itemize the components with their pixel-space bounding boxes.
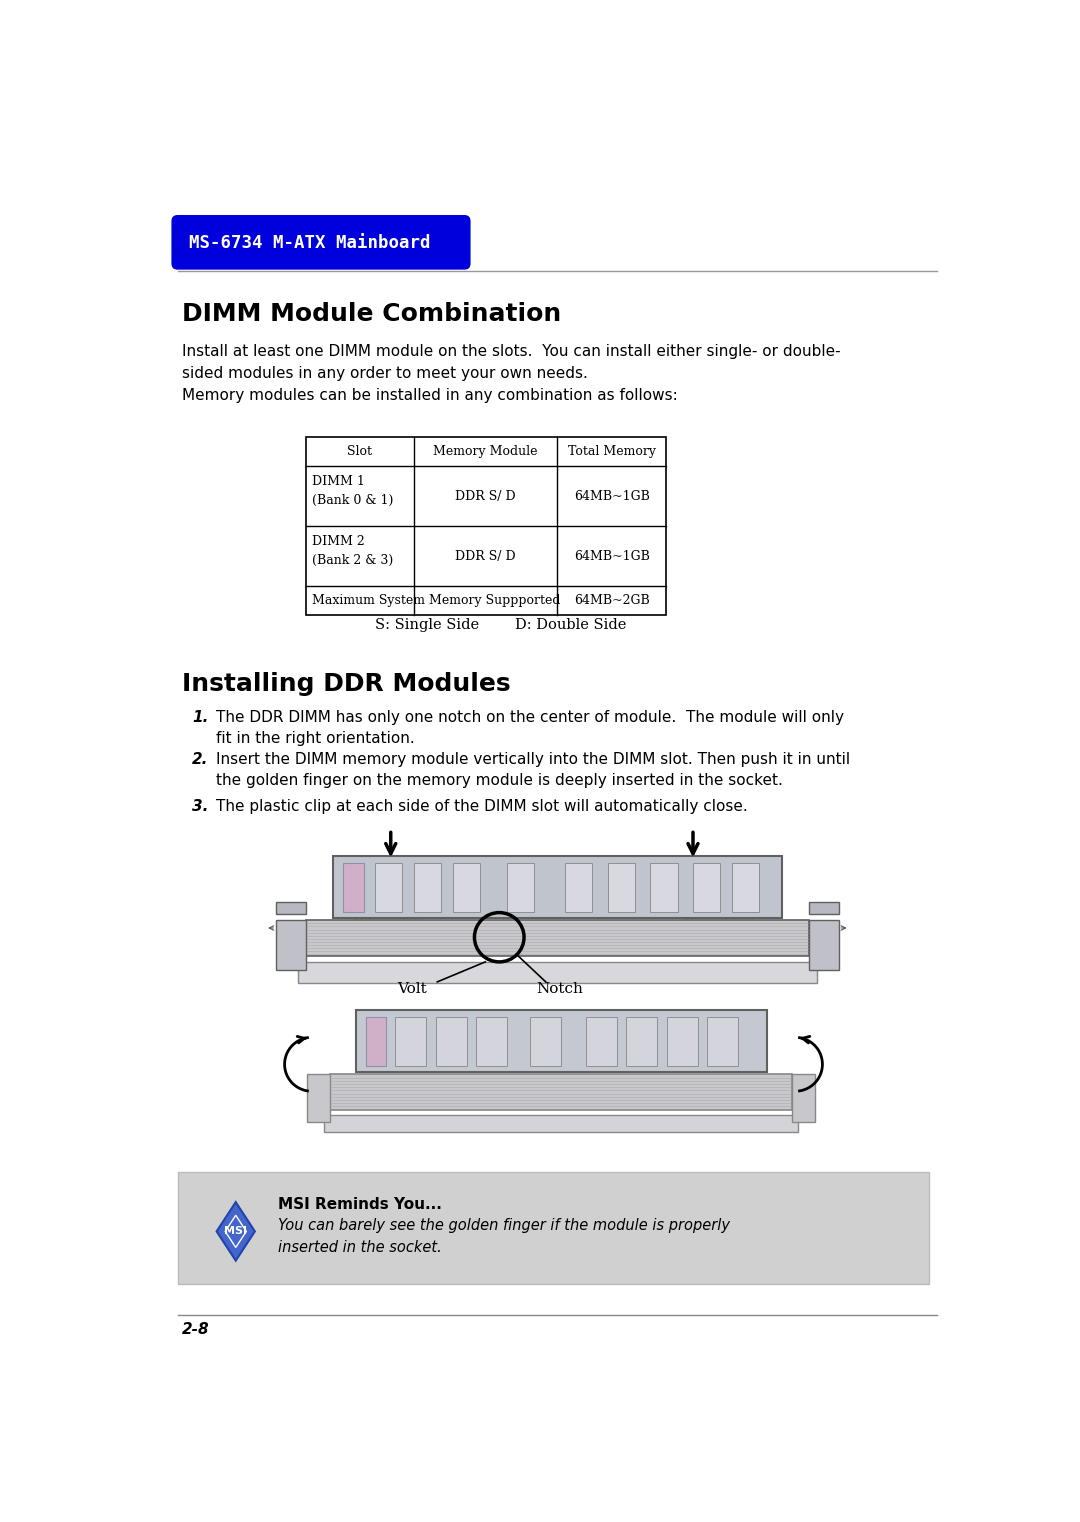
Bar [626,1017,658,1065]
FancyArrowPatch shape [841,925,846,930]
Bar [324,1116,798,1132]
Bar [453,863,480,912]
Bar [342,863,364,912]
Text: 64MB~2GB: 64MB~2GB [573,594,649,607]
Text: Memory Module: Memory Module [433,444,538,458]
Bar [356,1011,767,1071]
Text: 64MB~1GB: 64MB~1GB [573,549,649,563]
Text: Slot: Slot [348,444,373,458]
Text: The plastic clip at each side of the DIMM slot will automatically close.: The plastic clip at each side of the DIM… [216,799,748,814]
Text: Insert the DIMM memory module vertically into the DIMM slot. Then push it in unt: Insert the DIMM memory module vertically… [216,752,851,788]
Text: S: Single Side: S: Single Side [375,618,480,632]
Bar [306,437,666,615]
Bar [608,863,635,912]
Bar [693,863,720,912]
Text: MSI: MSI [225,1227,247,1236]
Bar [666,1017,698,1065]
Bar [177,1172,930,1283]
Bar [333,857,782,918]
Text: 1.: 1. [192,711,208,724]
Bar [330,1075,793,1111]
Bar [793,1075,815,1122]
Text: DIMM 1: DIMM 1 [312,475,365,489]
Bar [565,863,592,912]
Bar [366,1017,387,1065]
Text: 64MB~1GB: 64MB~1GB [573,490,649,502]
Text: MS-6734 M-ATX Mainboard: MS-6734 M-ATX Mainboard [189,234,431,251]
Text: Install at least one DIMM module on the slots.  You can install either single- o: Install at least one DIMM module on the … [181,344,840,402]
Text: You can barely see the golden finger if the module is properly
inserted in the s: You can barely see the golden finger if … [279,1218,730,1256]
Bar [306,921,809,956]
Text: Volt: Volt [397,982,427,995]
Polygon shape [350,860,423,945]
Text: DIMM Module Combination: DIMM Module Combination [181,301,561,326]
Text: Installing DDR Modules: Installing DDR Modules [181,671,510,696]
Bar [307,1075,330,1122]
Text: Notch: Notch [537,982,583,995]
Text: The DDR DIMM has only one notch on the center of module.  The module will only
f: The DDR DIMM has only one notch on the c… [216,711,845,746]
Text: DDR S/ D: DDR S/ D [456,490,516,502]
Bar [707,1017,738,1065]
Text: DDR S/ D: DDR S/ D [456,549,516,563]
Text: Maximum System Memory Suppported: Maximum System Memory Suppported [312,594,561,607]
Polygon shape [684,860,757,945]
Bar [414,863,441,912]
FancyArrowPatch shape [269,925,273,930]
Polygon shape [217,1202,255,1260]
Bar [375,863,403,912]
Text: (Bank 0 & 1): (Bank 0 & 1) [312,493,393,507]
Text: D: Double Side: D: Double Side [515,618,626,632]
Text: MSI Reminds You...: MSI Reminds You... [279,1196,442,1212]
Bar [586,1017,617,1065]
Bar [276,921,306,971]
Bar [298,962,816,983]
FancyBboxPatch shape [172,215,471,269]
Bar [507,863,535,912]
Bar [395,1017,427,1065]
Text: Total Memory: Total Memory [568,444,656,458]
Bar [530,1017,562,1065]
Bar [809,921,839,971]
Text: (Bank 2 & 3): (Bank 2 & 3) [312,554,393,566]
Bar [276,903,306,915]
Text: 2.: 2. [192,752,208,767]
Text: 3.: 3. [192,799,208,814]
Bar [435,1017,467,1065]
Text: 2-8: 2-8 [181,1323,210,1338]
Bar [732,863,759,912]
Text: DIMM 2: DIMM 2 [312,536,364,548]
Bar [476,1017,507,1065]
Bar [809,903,839,915]
Bar [650,863,677,912]
